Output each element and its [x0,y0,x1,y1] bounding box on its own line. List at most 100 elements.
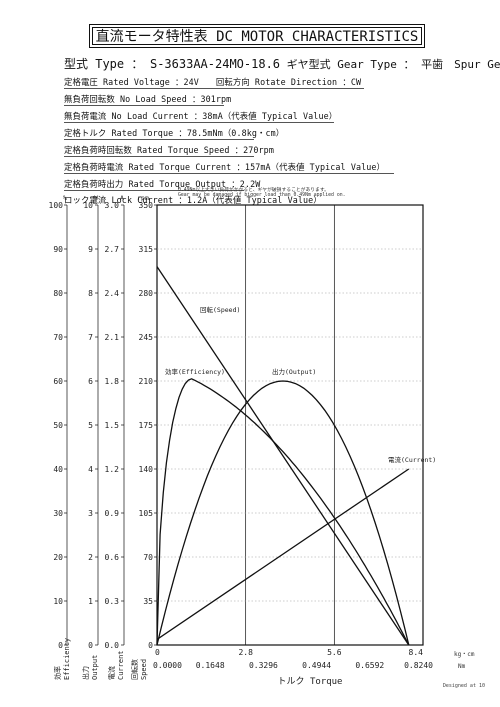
current-tick-label: 0.9 [105,509,120,518]
speed-tick-label: 0 [148,641,153,650]
efficiency-tick-label: 10 [53,597,63,606]
spec-rated-voltage: 定格電圧 Rated Voltage ：24V 回転方向 Rotate Dire… [64,77,362,87]
x-tick-label-nm: 0.1648 [196,661,225,670]
efficiency-tick-label: 70 [53,333,63,342]
output-tick-label: 3 [88,509,93,518]
output-series-label: 出力(Output) [272,367,316,376]
x-tick-label-kgcm: 0 [155,648,160,657]
current-axis-title: Current [117,650,125,680]
spec-lock-current: ロック電流 Lock Current ：1.2A（代表値 Typical Val… [64,195,322,205]
output-axis-title: Output [91,655,99,680]
efficiency-tick-label: 60 [53,377,63,386]
efficiency-tick-label: 90 [53,245,63,254]
current-line [156,468,410,640]
current-tick-label: 1.8 [105,377,120,386]
x-tick-label-nm: 0.8240 [404,661,433,670]
efficiency-tick-label: 100 [49,201,64,210]
spec-underline [64,190,244,191]
efficiency-unit-label: % [63,194,67,202]
x-tick-label-nm: 0.0000 [153,661,182,670]
speed-tick-label: 245 [139,333,154,342]
output-tick-label: 5 [88,421,93,430]
current-tick-label: 0.0 [105,641,120,650]
x-axis-title: トルク Torque [278,676,343,687]
speed-axis-title: Speed [140,659,148,680]
current-tick-label: 2.7 [105,245,120,254]
efficiency-tick-label: 20 [53,553,63,562]
efficiency-series-label: 効率(Efficiency) [165,367,225,376]
current-axis-title: 電流 [107,666,116,680]
efficiency-curve [156,378,410,646]
gear-value: 平歯 Spur Gear [421,58,500,71]
speed-tick-label: 105 [139,509,154,518]
efficiency-axis-title: 効率 [53,666,62,680]
speed-tick-label: 140 [139,465,154,474]
spec-rated-torque: 定格トルク Rated Torque ：78.5mNm（0.8kg・cm） [64,128,285,138]
efficiency-tick-label: 30 [53,509,63,518]
x-tick-label-kgcm: 8.4 [409,648,424,657]
x-tick-label-kgcm: 5.6 [327,648,342,657]
output-unit-label: W [94,194,98,202]
current-tick-label: 3.0 [105,201,120,210]
current-tick-label: 0.3 [105,597,120,606]
output-tick-label: 6 [88,377,93,386]
efficiency-tick-label: 50 [53,421,63,430]
current-tick-label: 0.6 [105,553,120,562]
output-tick-label: 10 [83,201,93,210]
current-tick-label: 1.5 [105,421,120,430]
current-series-label: 電流(Current) [388,455,436,464]
model-value: S-3633AA-24MO-18.6 [149,57,281,71]
spec-underline [64,156,254,157]
footer-credit: Designed at 10 [442,683,485,689]
x-tick-label-nm: 0.4944 [302,661,331,670]
speed-line [156,266,410,646]
output-tick-label: 9 [88,245,93,254]
spec-rated-torque-current: 定格負荷時電流 Rated Torque Current ：157mA（代表値 … [64,162,386,172]
speed-tick-label: 35 [143,597,153,606]
speed-tick-label: 350 [139,201,154,210]
spec-underline [64,139,254,140]
chart-title: 直流モータ特性表 DC MOTOR CHARACTERISTICS [89,24,425,48]
speed-tick-label: 70 [143,553,153,562]
current-tick-label: 1.2 [105,465,120,474]
chart-title-text: 直流モータ特性表 DC MOTOR CHARACTERISTICS [95,29,419,45]
output-tick-label: 4 [88,465,93,474]
x-tick-label-kgcm: 2.8 [238,648,253,657]
output-tick-label: 0 [88,641,93,650]
output-tick-label: 8 [88,289,93,298]
output-axis-title: 出力 [81,666,90,680]
gear-warning-jp: 0.49Nm以上大きい負荷がかかると、ギヤが破損することがあります。 [178,188,329,193]
current-unit-label: A [120,194,124,202]
speed-tick-label: 175 [139,421,154,430]
current-tick-label: 2.1 [105,333,120,342]
output-tick-label: 2 [88,553,93,562]
x-tick-label-nm: 0.6592 [355,661,384,670]
speed-unit-label: rpm [137,194,149,202]
spec-no-load-speed: 無負荷回転数 No Load Speed ：301rpm [64,94,232,104]
spec-underline [64,122,334,123]
model-label: 型式 Type ： [64,57,144,71]
gear-label: ギヤ型式 Gear Type ： [286,58,415,71]
speed-tick-label: 315 [139,245,154,254]
model-line: 型式 Type ： S-3633AA-24MO-18.6 ギヤ型式 Gear T… [64,55,500,72]
spec-rated-torque-output: 定格負荷時出力 Rated Torque Output ：2.2W [64,179,261,189]
efficiency-tick-label: 0 [58,641,63,650]
speed-series-label: 回転(Speed) [200,306,240,314]
spec-rated-torque-speed: 定格負荷時回転数 Rated Torque Speed ：270rpm [64,145,274,155]
spec-underline [64,88,364,89]
gear-warning-en: Gear may be damaged if bigger load than … [178,193,346,198]
efficiency-tick-label: 80 [53,289,63,298]
efficiency-axis-title: Efficiency [63,638,71,680]
output-tick-label: 7 [88,333,93,342]
spec-underline [64,173,394,174]
efficiency-tick-label: 40 [53,465,63,474]
current-tick-label: 2.4 [105,289,120,298]
speed-tick-label: 210 [139,377,154,386]
speed-axis-title: 回転数 [130,659,139,680]
output-tick-label: 1 [88,597,93,606]
spec-underline [64,105,224,106]
x-tick-label-nm: 0.3296 [249,661,278,670]
x-unit-nm: Nm [458,663,466,670]
output-curve [156,380,410,646]
